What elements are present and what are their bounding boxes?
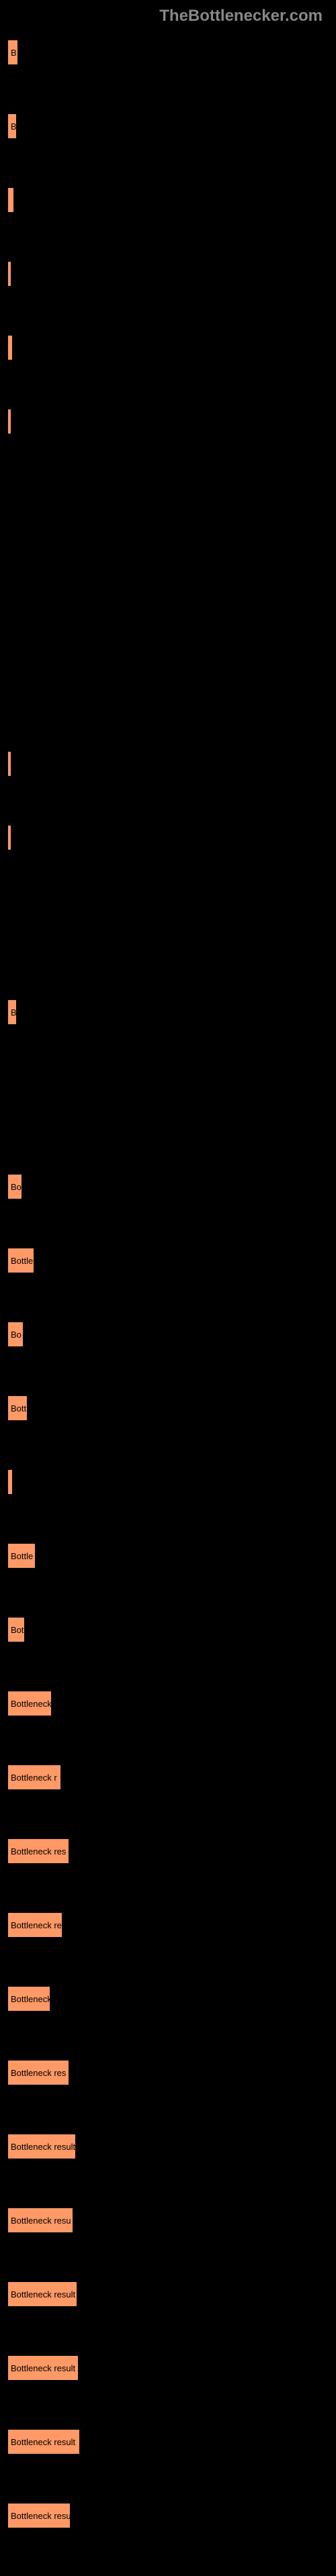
- spacer: [7, 482, 329, 750]
- bar-item: [7, 824, 12, 851]
- bar-item: Bottleneck r: [7, 1764, 62, 1791]
- bar-row: Bo: [7, 1321, 329, 1348]
- bar-item: Bottleneck res: [7, 2059, 70, 2086]
- bar-item: Bottleneck result: [7, 2428, 81, 2455]
- bar-item: Bottleneck: [7, 1985, 51, 2012]
- bar-row: [7, 750, 329, 777]
- bar-item: Bottleneck re: [7, 1912, 63, 1938]
- bar-row: B: [7, 39, 329, 66]
- bar-item: Bot: [7, 1616, 26, 1643]
- bar-row: [7, 1469, 329, 1495]
- bar-item: Bottleneck resu: [7, 2502, 71, 2529]
- bar-chart-container: B B B Bo Bottle Bo Bott Bottle Bot Bottleneck Bott…: [0, 39, 336, 2529]
- bar-row: Bottleneck res: [7, 2059, 329, 2086]
- bar-item: B: [7, 113, 17, 140]
- bar-row: B: [7, 113, 329, 140]
- bar-row: Bottleneck: [7, 1985, 329, 2012]
- bar-row: [7, 334, 329, 361]
- bar-item: [7, 334, 13, 361]
- bar-row: [7, 260, 329, 287]
- bar-row: [7, 408, 329, 435]
- bar-item: Bott: [7, 1395, 28, 1422]
- bar-item: [7, 187, 15, 213]
- bar-row: Bot: [7, 1616, 329, 1643]
- bar-item: Bo: [7, 1173, 23, 1200]
- bar-item: B: [7, 999, 17, 1026]
- bar-item: Bottle: [7, 1247, 35, 1274]
- bar-item: Bottleneck result: [7, 2133, 77, 2160]
- bar-item: Bottleneck result: [7, 2281, 78, 2308]
- bar-item: Bottleneck resu: [7, 2207, 74, 2234]
- bar-item: B: [7, 39, 19, 66]
- bar-row: Bottleneck result: [7, 2428, 329, 2455]
- spacer: [7, 1073, 329, 1173]
- bar-row: [7, 824, 329, 851]
- bar-item: [7, 408, 12, 435]
- bar-row: Bottle: [7, 1542, 329, 1569]
- bar-row: Bottleneck resu: [7, 2502, 329, 2529]
- bar-item: [7, 1469, 13, 1495]
- site-header: TheBottlenecker.com: [0, 0, 336, 39]
- bar-item: Bottleneck res: [7, 1838, 70, 1865]
- bar-row: Bottleneck result: [7, 2281, 329, 2308]
- bar-item: Bottleneck: [7, 1690, 52, 1717]
- bar-row: Bottleneck: [7, 1690, 329, 1717]
- bar-row: Bottleneck resu: [7, 2207, 329, 2234]
- spacer: [7, 898, 329, 999]
- bar-row: Bottleneck re: [7, 1912, 329, 1938]
- bar-item: [7, 750, 12, 777]
- bar-row: Bottleneck result: [7, 2133, 329, 2160]
- bar-row: B: [7, 999, 329, 1026]
- bar-row: Bottleneck res: [7, 1838, 329, 1865]
- bar-row: Bottleneck r: [7, 1764, 329, 1791]
- bar-item: Bo: [7, 1321, 24, 1348]
- bar-row: Bott: [7, 1395, 329, 1422]
- bar-row: [7, 187, 329, 213]
- bar-item: Bottle: [7, 1542, 36, 1569]
- bar-row: Bottleneck result: [7, 2355, 329, 2381]
- bar-item: Bottleneck result: [7, 2355, 79, 2381]
- bar-item: [7, 260, 12, 287]
- bar-row: Bottle: [7, 1247, 329, 1274]
- bar-row: Bo: [7, 1173, 329, 1200]
